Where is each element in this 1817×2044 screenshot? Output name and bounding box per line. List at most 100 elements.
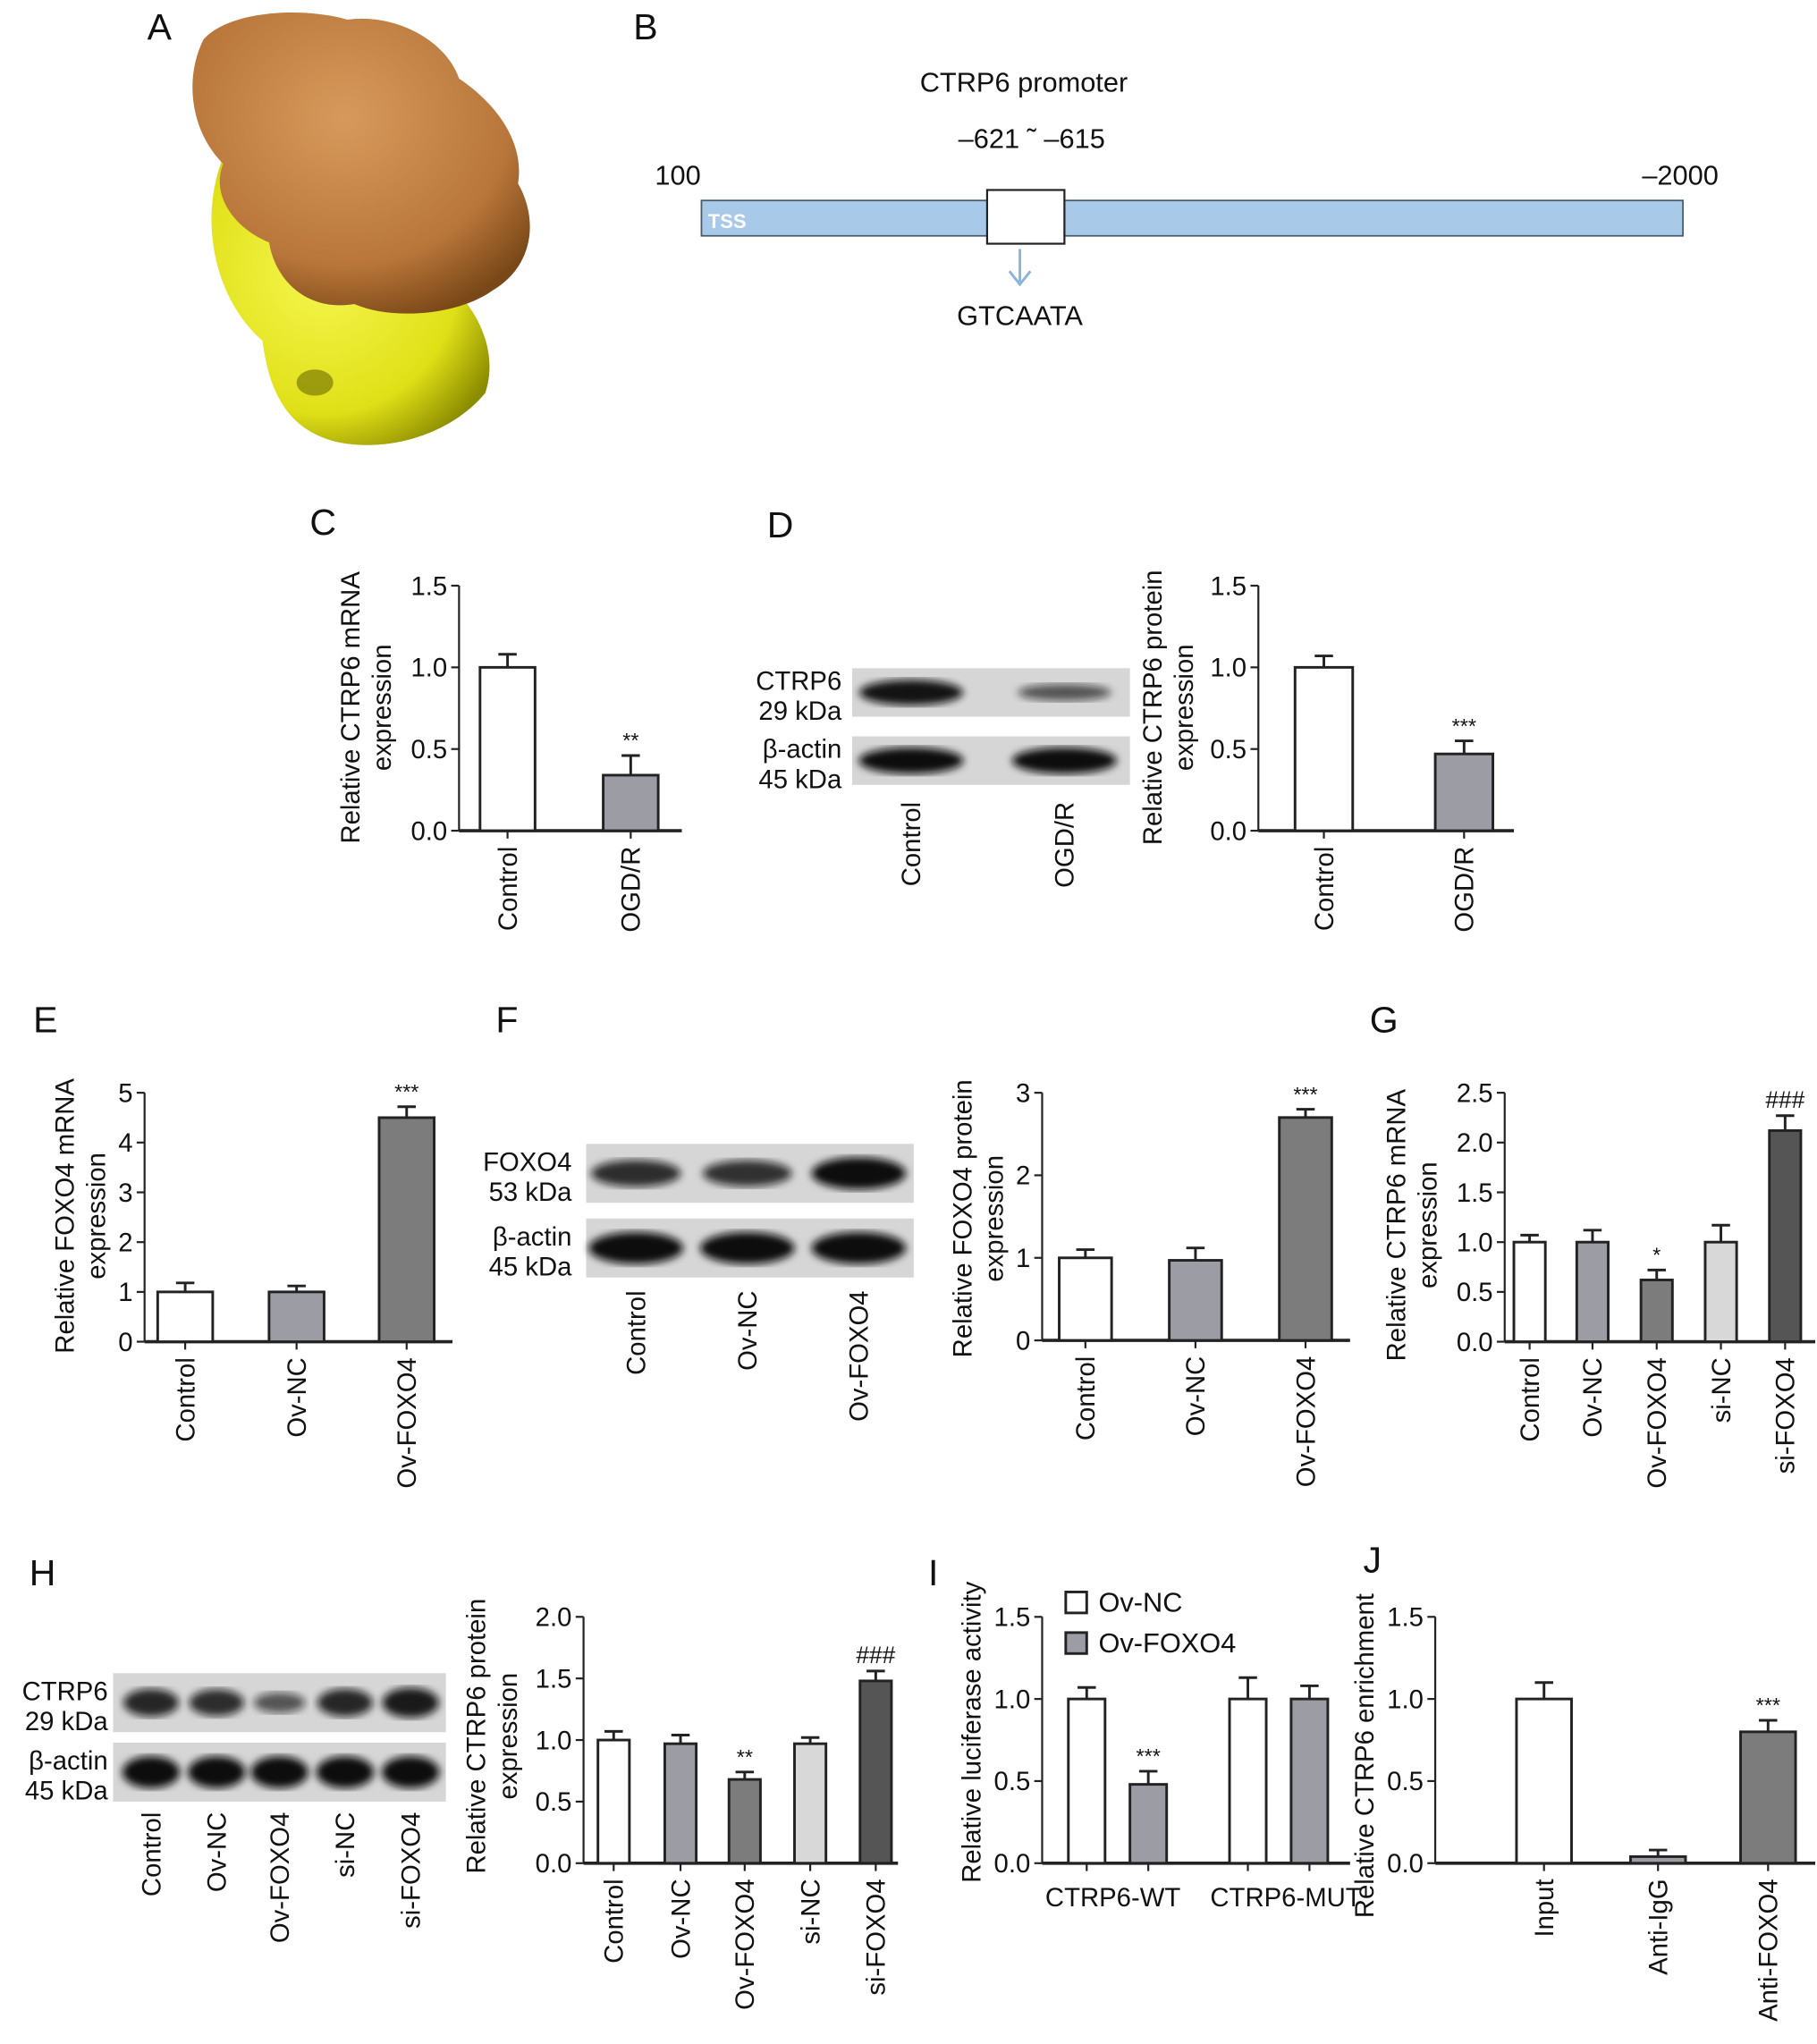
blot-band	[811, 1157, 907, 1190]
x-tick-label: OGD/R	[1450, 847, 1480, 933]
blot-band	[253, 1692, 306, 1713]
y-tick-label: 0.5	[536, 1787, 572, 1817]
y-tick-label: 0	[118, 1328, 132, 1357]
y-tick-label: 5	[118, 1078, 132, 1108]
x-tick-label: si-FOXO4	[862, 1879, 892, 1995]
y-tick-label: 1.5	[994, 1603, 1031, 1633]
blot-protein-label: CTRP6	[22, 1677, 108, 1706]
y-tick-label: 1.0	[1457, 1228, 1493, 1257]
y-tick-label: 1.5	[1210, 571, 1247, 601]
y-tick-label: 1.5	[1387, 1603, 1424, 1633]
bar	[1739, 1730, 1797, 1865]
x-tick-label: Control	[494, 847, 523, 931]
significance-label: ***	[394, 1080, 418, 1103]
panel-letter-I: I	[928, 1552, 938, 1593]
promoter-bar	[700, 199, 1684, 237]
panel-letter-C: C	[309, 502, 336, 543]
legend-swatch	[1064, 1590, 1088, 1615]
blot-kda-label: 45 kDa	[758, 764, 842, 794]
y-tick-label: 1.0	[1210, 654, 1247, 683]
x-tick-label: Ov-NC	[1181, 1356, 1211, 1437]
y-tick-label: 2.0	[1457, 1128, 1493, 1158]
y-tick-label: 1.5	[1457, 1178, 1493, 1208]
legend-label: Ov-NC	[1098, 1586, 1182, 1617]
bar	[1067, 1697, 1107, 1865]
y-tick-label: 0.0	[1387, 1849, 1424, 1879]
y-tick-label: 0.5	[1387, 1767, 1424, 1796]
blot-lane-label: Control	[897, 802, 926, 886]
promoter-left-position: 100	[655, 160, 700, 191]
panel-letter-H: H	[30, 1552, 56, 1593]
x-tick-label: Ov-NC	[1578, 1357, 1608, 1438]
blot-lane-label: OGD/R	[1051, 802, 1080, 888]
panel-letter-F: F	[495, 1000, 518, 1041]
legend-swatch	[1064, 1631, 1088, 1655]
y-axis-label: Relative luciferase activity	[958, 1581, 987, 1882]
x-tick-label: Ov-FOXO4	[731, 1879, 760, 2010]
panel-letter-A: A	[148, 6, 173, 47]
y-tick-label: 0.0	[410, 816, 447, 846]
legend-label: Ov-FOXO4	[1098, 1627, 1236, 1659]
x-tick-label: Anti-FOXO4	[1754, 1879, 1784, 2022]
y-tick-label: 0.5	[1457, 1278, 1493, 1307]
y-axis-label: Relative FOXO4 mRNA	[51, 1078, 80, 1354]
x-tick-label: Ov-FOXO4	[1643, 1357, 1672, 1489]
x-tick-label: Control	[171, 1357, 200, 1441]
bar	[1058, 1256, 1113, 1342]
y-tick-label: 1.5	[410, 571, 447, 601]
bar	[267, 1290, 325, 1344]
significance-label: **	[737, 1745, 753, 1769]
blot-lane-label: Control	[621, 1290, 651, 1374]
arrow-head-icon	[1008, 270, 1032, 287]
blot-band	[189, 1689, 244, 1717]
y-tick-label: 0.0	[1457, 1328, 1493, 1357]
x-tick-label: Anti-IgG	[1644, 1879, 1673, 1974]
significance-label: *	[1652, 1244, 1661, 1267]
bar	[596, 1738, 631, 1865]
y-axis-label: Relative CTRP6 mRNA	[1382, 1088, 1411, 1361]
x-tick-label: Ov-NC	[283, 1357, 312, 1438]
y-tick-label: 2.0	[536, 1603, 572, 1633]
y-axis-label: expression	[1414, 1161, 1443, 1288]
significance-label: ###	[856, 1642, 895, 1668]
y-tick-label: 1.0	[536, 1726, 572, 1755]
bar	[1289, 1697, 1330, 1865]
blot-band	[858, 747, 964, 774]
bar-chart-D: 0.0 0.5 1.0 1.5 Relative CTRP6 protein expres…	[1138, 570, 1515, 933]
panel-letter-D: D	[767, 504, 794, 545]
blot-lane-label: si-NC	[331, 1812, 360, 1878]
blot-band	[1018, 684, 1111, 701]
y-axis-label: expression	[980, 1155, 1010, 1282]
blot-lane-label: si-FOXO4	[396, 1812, 426, 1929]
tss-label: TSS	[708, 210, 747, 232]
blot-lane-label: Ov-NC	[203, 1812, 232, 1893]
protein-structure	[192, 12, 530, 445]
blot-band	[317, 1688, 373, 1717]
blot-band	[122, 1756, 181, 1788]
y-tick-label: 1.0	[410, 654, 447, 683]
blot-lane-label: Control	[137, 1812, 166, 1896]
bar	[156, 1290, 215, 1344]
blot-band	[591, 1160, 681, 1187]
x-tick-label: OGD/R	[617, 847, 647, 933]
significance-label: ***	[1452, 714, 1476, 738]
blot-protein-label: β-actin	[29, 1746, 108, 1776]
y-tick-label: 3	[118, 1178, 132, 1208]
y-axis-label: Relative CTRP6 protein	[462, 1599, 492, 1874]
blot-band	[1011, 747, 1117, 774]
blot-protein-label: β-actin	[763, 735, 841, 764]
bar	[1512, 1240, 1547, 1344]
bar	[478, 665, 537, 832]
bar	[1768, 1128, 1803, 1344]
promoter-title: CTRP6 promoter	[920, 67, 1128, 98]
bar	[602, 773, 660, 832]
x-tick-label: si-NC	[796, 1879, 825, 1944]
x-tick-label: Input	[1530, 1879, 1559, 1937]
bar-chart-E: 0 1 2 3 4 5 Relative FOXO4 mRNA expression Contr…	[51, 1078, 453, 1489]
